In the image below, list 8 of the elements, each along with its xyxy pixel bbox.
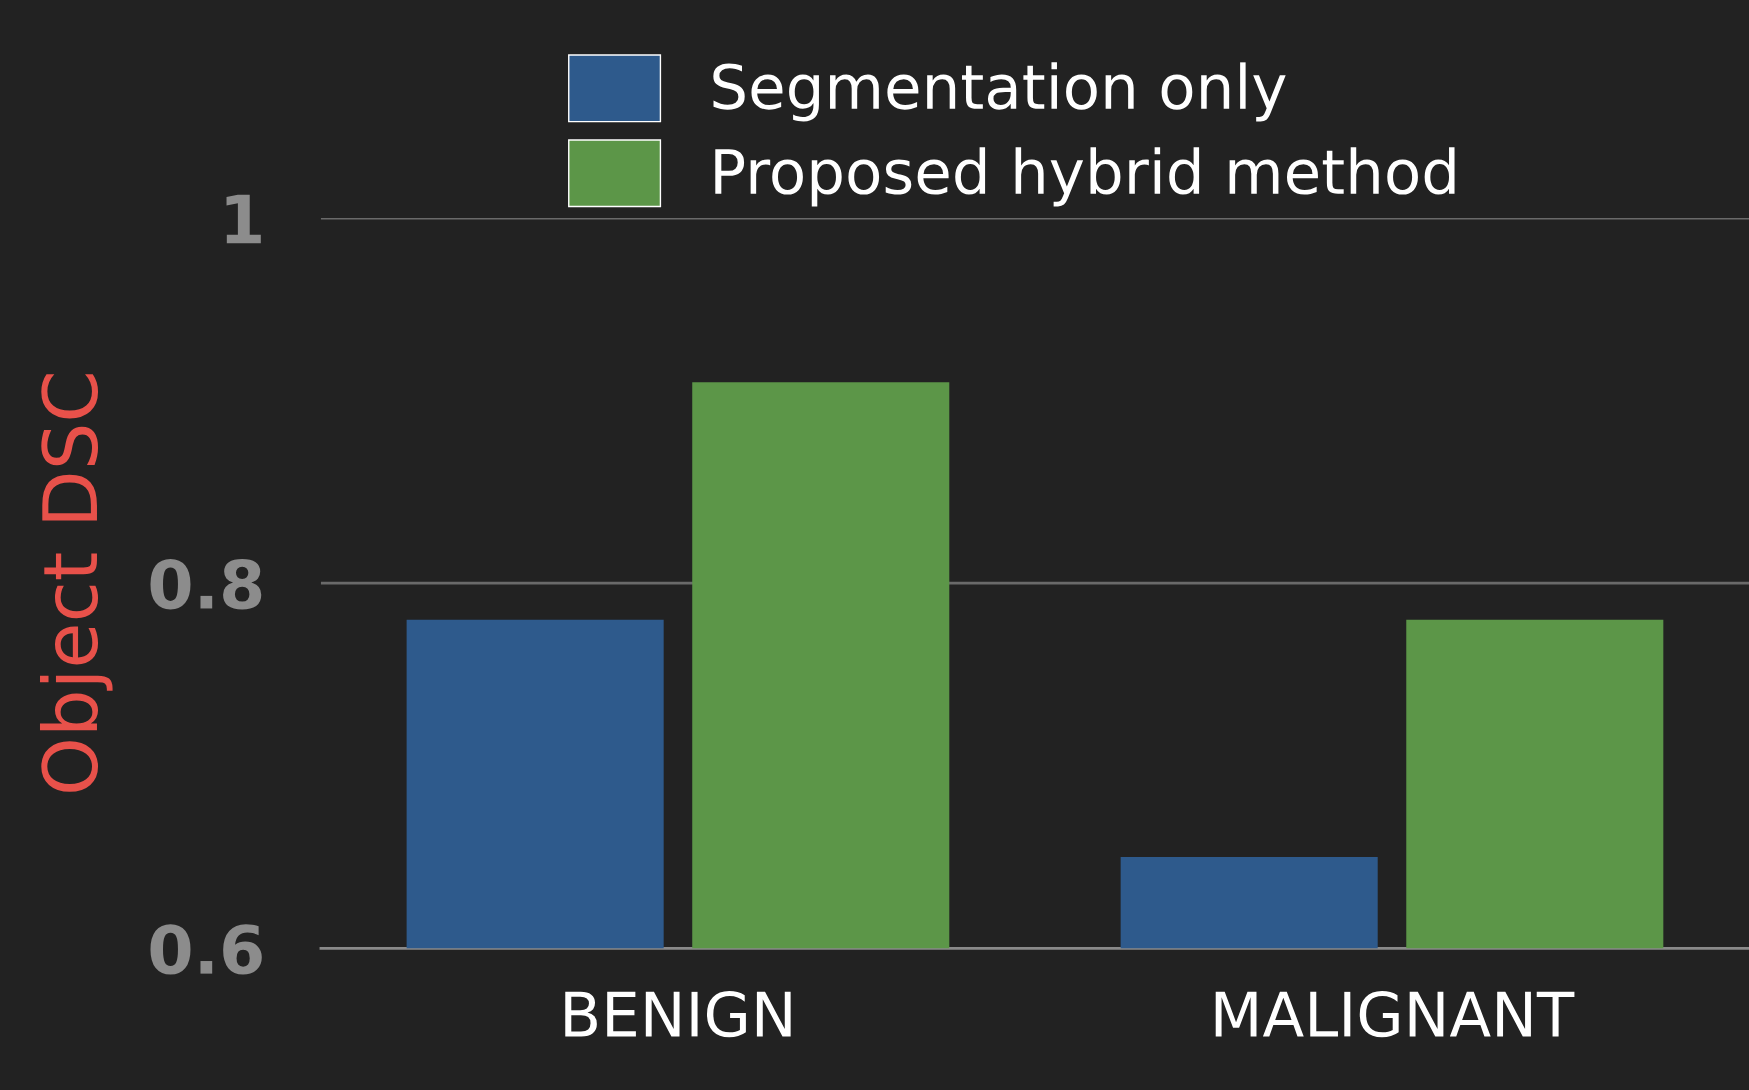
legend-label: Segmentation only (713, 62, 1286, 122)
y-axis-title: Object DSC (39, 374, 113, 792)
x-tick-label: BENIGN (565, 991, 791, 1038)
legend-label: Proposed hybrid method (715, 147, 1455, 207)
x-tick-label: MALIGNANT (1215, 991, 1575, 1038)
y-tick-label: 0.6 (150, 924, 262, 975)
y-tick-label: 0.8 (150, 559, 262, 610)
y-tick-label: 1 (226, 194, 261, 244)
